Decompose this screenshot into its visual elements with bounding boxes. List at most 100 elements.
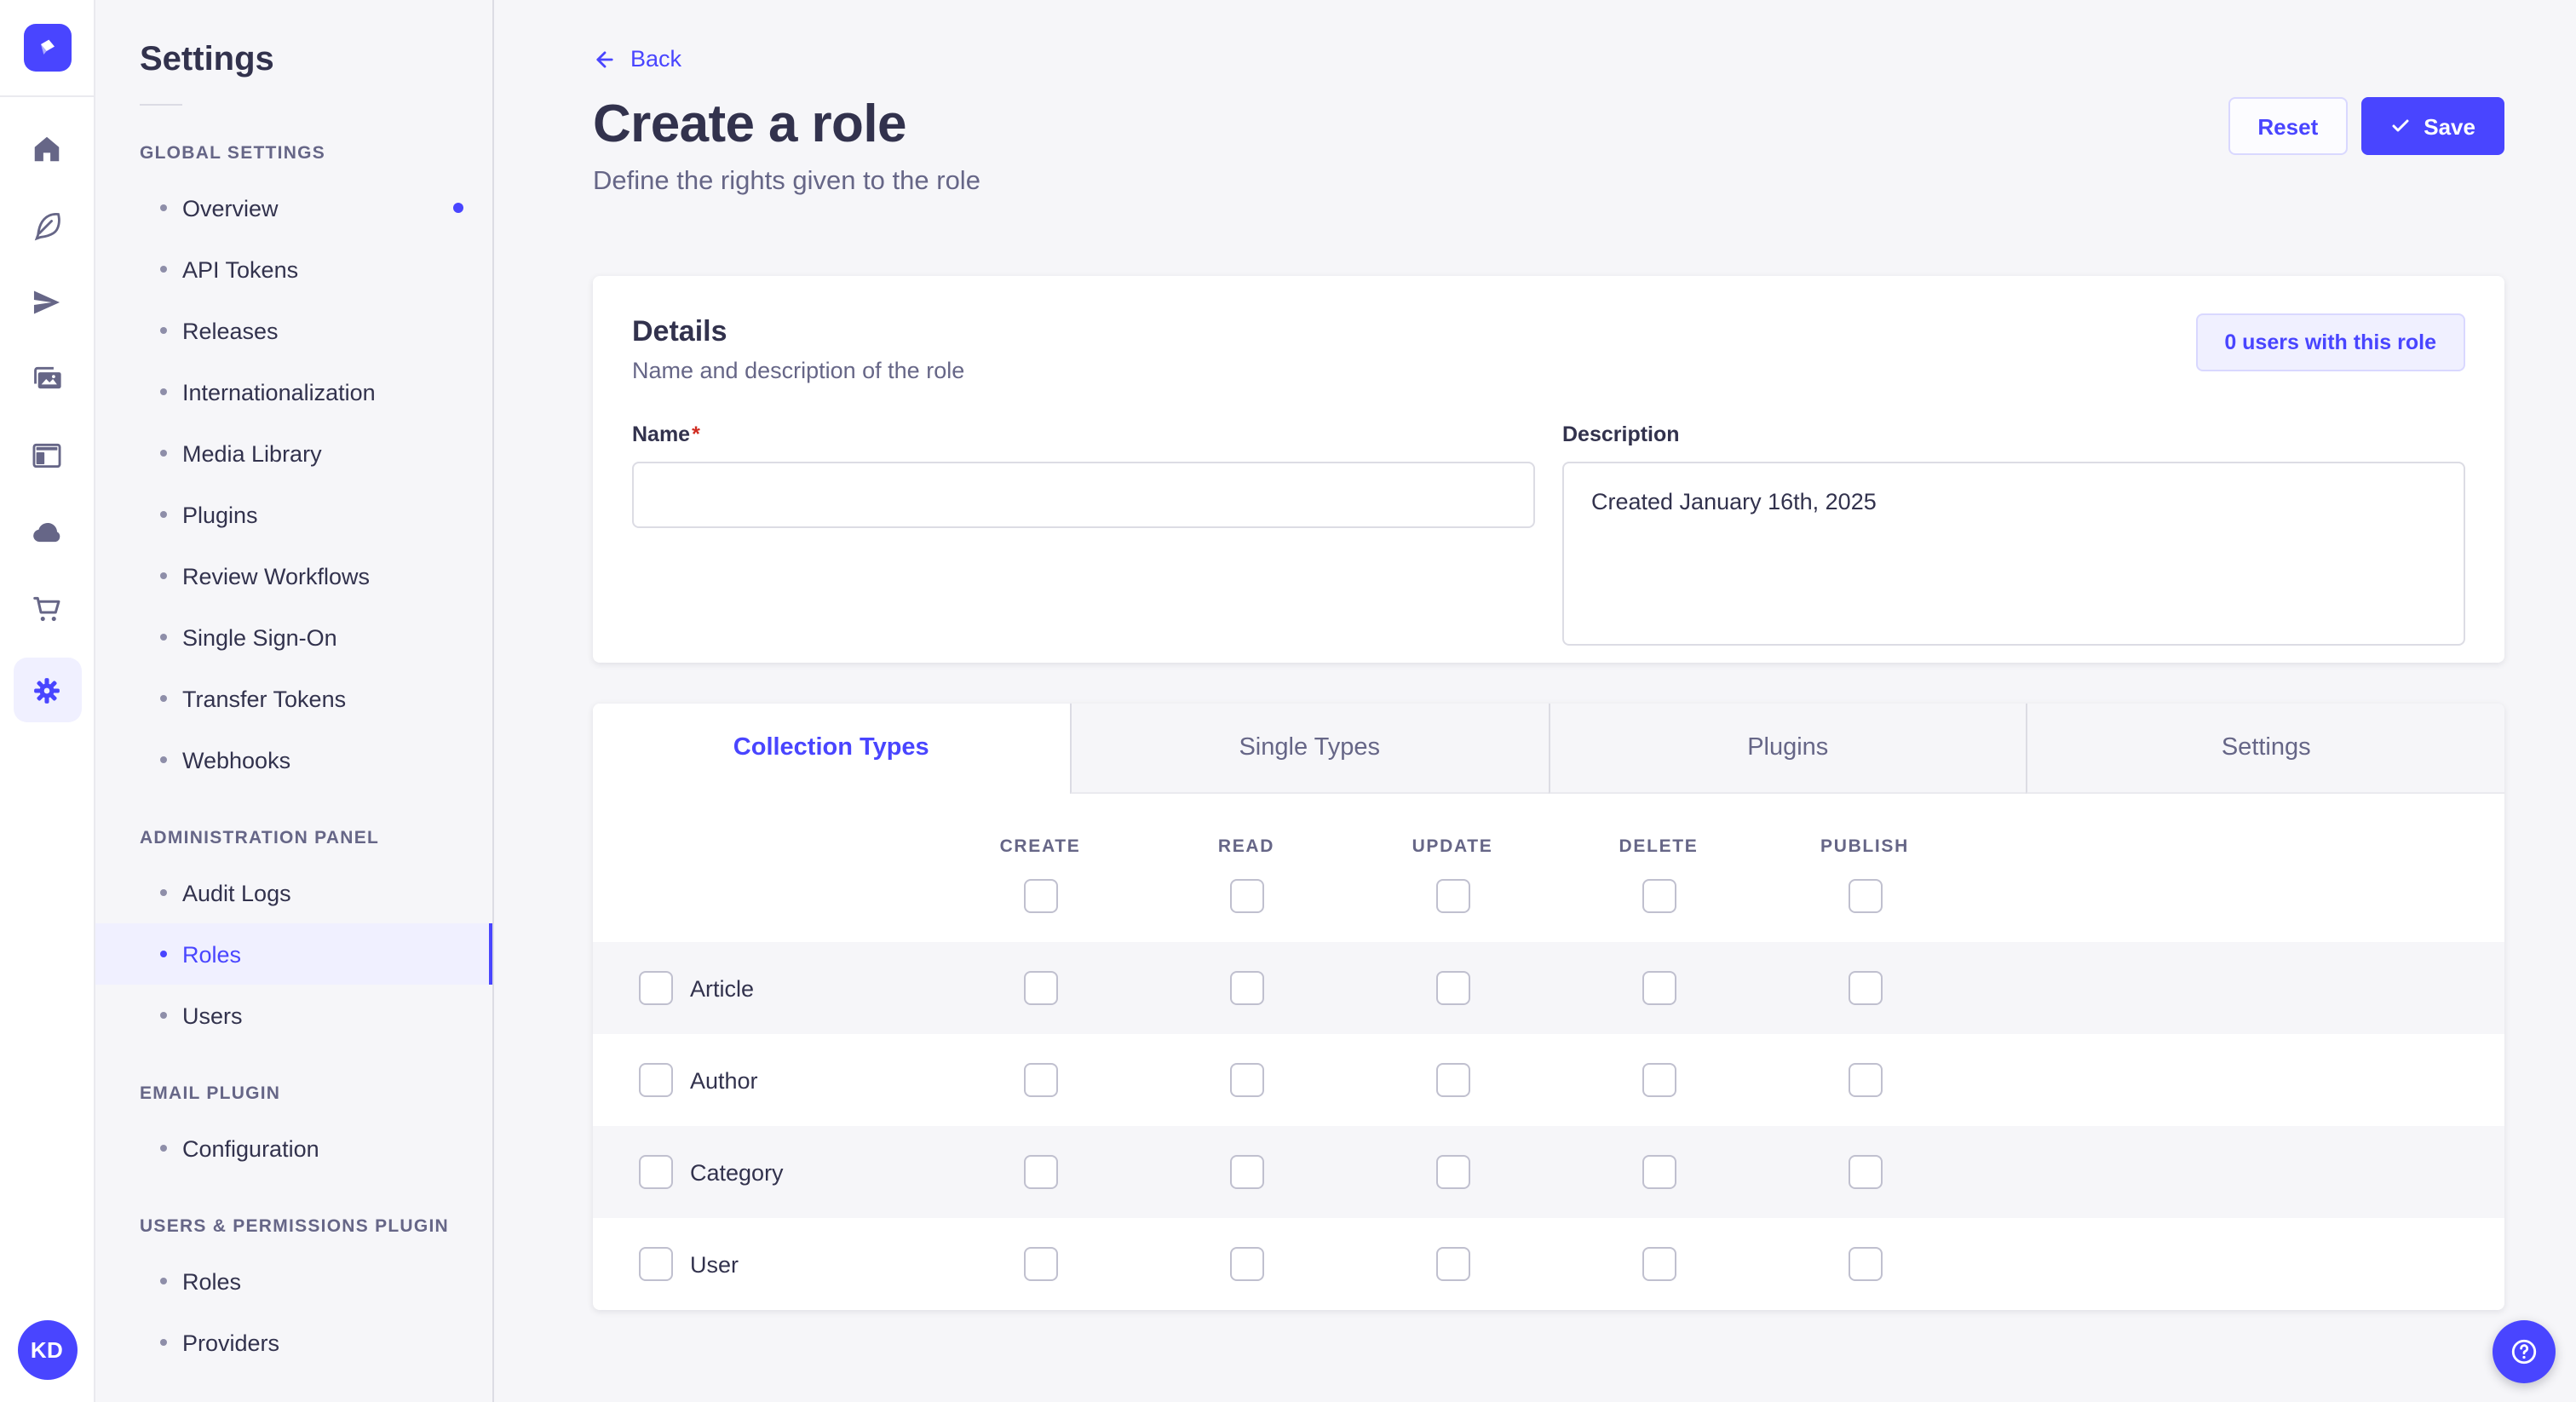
sidebar-item-single-sign-on[interactable]: Single Sign-On [95, 606, 492, 668]
sidebar-item-releases[interactable]: Releases [95, 300, 492, 361]
back-button[interactable]: Back [593, 46, 681, 72]
description-field-group: Description Created January 16th, 2025 [1562, 419, 2465, 654]
paper-plane-icon[interactable] [13, 274, 81, 330]
name-field-group: Name * [632, 419, 1535, 654]
sidebar-section-header: EMAIL PLUGIN [140, 1083, 281, 1104]
category-create-checkbox[interactable] [1023, 1155, 1057, 1189]
bullet-icon [160, 1012, 167, 1019]
author-delete-checkbox[interactable] [1642, 1063, 1676, 1097]
bullet-icon [160, 1278, 167, 1284]
sidebar-item-providers[interactable]: Providers [95, 1312, 492, 1373]
tab-plugins[interactable]: Plugins [1548, 704, 2027, 794]
sidebar-item-configuration[interactable]: Configuration [95, 1118, 492, 1179]
back-arrow-icon [596, 50, 613, 67]
permission-row-author: Author [593, 1034, 2504, 1126]
select-row-author-checkbox[interactable] [639, 1063, 673, 1097]
users-with-role-badge[interactable]: 0 users with this role [2195, 313, 2465, 371]
reset-button[interactable]: Reset [2228, 97, 2348, 155]
sidebar-item-roles[interactable]: Roles [95, 923, 492, 985]
column-header-update: UPDATE [1412, 836, 1493, 857]
select-row-article-checkbox[interactable] [639, 971, 673, 1005]
bullet-icon [160, 756, 167, 763]
user-update-checkbox[interactable] [1435, 1247, 1469, 1281]
sidebar-item-transfer-tokens[interactable]: Transfer Tokens [95, 668, 492, 729]
sidebar-item-review-workflows[interactable]: Review Workflows [95, 545, 492, 606]
tab-collection-types[interactable]: Collection Types [593, 704, 1070, 794]
sidebar-item-label: Releases [182, 318, 279, 343]
permissions-card: Collection Types Single Types Plugins Setti… [593, 704, 2504, 1310]
tab-settings[interactable]: Settings [2026, 704, 2504, 794]
select-row-user-checkbox[interactable] [639, 1247, 673, 1281]
category-update-checkbox[interactable] [1435, 1155, 1469, 1189]
category-read-checkbox[interactable] [1229, 1155, 1263, 1189]
save-button-label: Save [2424, 113, 2475, 139]
description-textarea[interactable]: Created January 16th, 2025 [1562, 462, 2465, 646]
author-publish-checkbox[interactable] [1848, 1063, 1882, 1097]
page-title: Create a role [593, 94, 906, 153]
sidebar-item-label: Review Workflows [182, 563, 371, 589]
sidebar-item-webhooks[interactable]: Webhooks [95, 729, 492, 790]
article-create-checkbox[interactable] [1023, 971, 1057, 1005]
select-all-delete-checkbox[interactable] [1642, 879, 1676, 913]
sidebar-item-label: Media Library [182, 440, 322, 466]
gear-icon[interactable] [13, 658, 81, 722]
category-delete-checkbox[interactable] [1642, 1155, 1676, 1189]
sidebar-section-header: GLOBAL SETTINGS [140, 143, 326, 164]
sidebar-section: ADMINISTRATION PANEL Audit Logs Roles Users [95, 814, 492, 1046]
save-button[interactable]: Save [2360, 97, 2504, 155]
select-all-create-checkbox[interactable] [1023, 879, 1057, 913]
strapi-logo-icon [23, 24, 71, 72]
row-label: Category [690, 1159, 784, 1185]
bullet-icon [160, 1145, 167, 1152]
cart-icon[interactable] [13, 581, 81, 637]
select-all-read-checkbox[interactable] [1229, 879, 1263, 913]
sidebar-item-roles[interactable]: Roles [95, 1250, 492, 1312]
user-read-checkbox[interactable] [1229, 1247, 1263, 1281]
sidebar-item-audit-logs[interactable]: Audit Logs [95, 862, 492, 923]
column-header-create: CREATE [999, 836, 1081, 857]
user-publish-checkbox[interactable] [1848, 1247, 1882, 1281]
feather-icon[interactable] [13, 198, 81, 254]
name-input[interactable] [632, 462, 1535, 528]
user-delete-checkbox[interactable] [1642, 1247, 1676, 1281]
media-library-icon[interactable] [13, 351, 81, 407]
user-create-checkbox[interactable] [1023, 1247, 1057, 1281]
select-all-update-checkbox[interactable] [1435, 879, 1469, 913]
sidebar-item-label: Users [182, 1003, 243, 1028]
article-publish-checkbox[interactable] [1848, 971, 1882, 1005]
cloud-icon[interactable] [13, 504, 81, 560]
back-link[interactable]: Back [630, 46, 682, 72]
help-button[interactable] [2493, 1320, 2556, 1383]
sidebar-item-label: Overview [182, 195, 279, 221]
article-delete-checkbox[interactable] [1642, 971, 1676, 1005]
main-content: Back Create a role Reset Save Define the… [494, 0, 2576, 1402]
home-icon[interactable] [13, 121, 81, 177]
author-read-checkbox[interactable] [1229, 1063, 1263, 1097]
row-head: Category [639, 1155, 937, 1189]
sidebar-item-users[interactable]: Users [95, 985, 492, 1046]
tab-single-types[interactable]: Single Types [1069, 704, 1548, 794]
select-row-category-checkbox[interactable] [639, 1155, 673, 1189]
details-subtitle: Name and description of the role [632, 358, 965, 383]
permission-row-category: Category [593, 1126, 2504, 1218]
sidebar-item-internationalization[interactable]: Internationalization [95, 361, 492, 422]
sidebar-item-media-library[interactable]: Media Library [95, 422, 492, 484]
help-icon [2511, 1339, 2537, 1365]
strapi-logo[interactable] [0, 0, 95, 97]
author-create-checkbox[interactable] [1023, 1063, 1057, 1097]
permission-row-article: Article [593, 942, 2504, 1034]
article-read-checkbox[interactable] [1229, 971, 1263, 1005]
sidebar-section-header: ADMINISTRATION PANEL [140, 828, 380, 848]
bullet-icon [160, 450, 167, 457]
select-all-publish-checkbox[interactable] [1848, 879, 1882, 913]
avatar[interactable]: KD [17, 1320, 77, 1380]
sidebar-section: EMAIL PLUGIN Configuration [95, 1070, 492, 1179]
layout-icon[interactable] [13, 428, 81, 484]
article-update-checkbox[interactable] [1435, 971, 1469, 1005]
author-update-checkbox[interactable] [1435, 1063, 1469, 1097]
sidebar-item-plugins[interactable]: Plugins [95, 484, 492, 545]
page-subtitle: Define the rights given to the role [593, 167, 980, 196]
category-publish-checkbox[interactable] [1848, 1155, 1882, 1189]
sidebar-item-api-tokens[interactable]: API Tokens [95, 238, 492, 300]
sidebar-item-overview[interactable]: Overview [95, 177, 492, 238]
